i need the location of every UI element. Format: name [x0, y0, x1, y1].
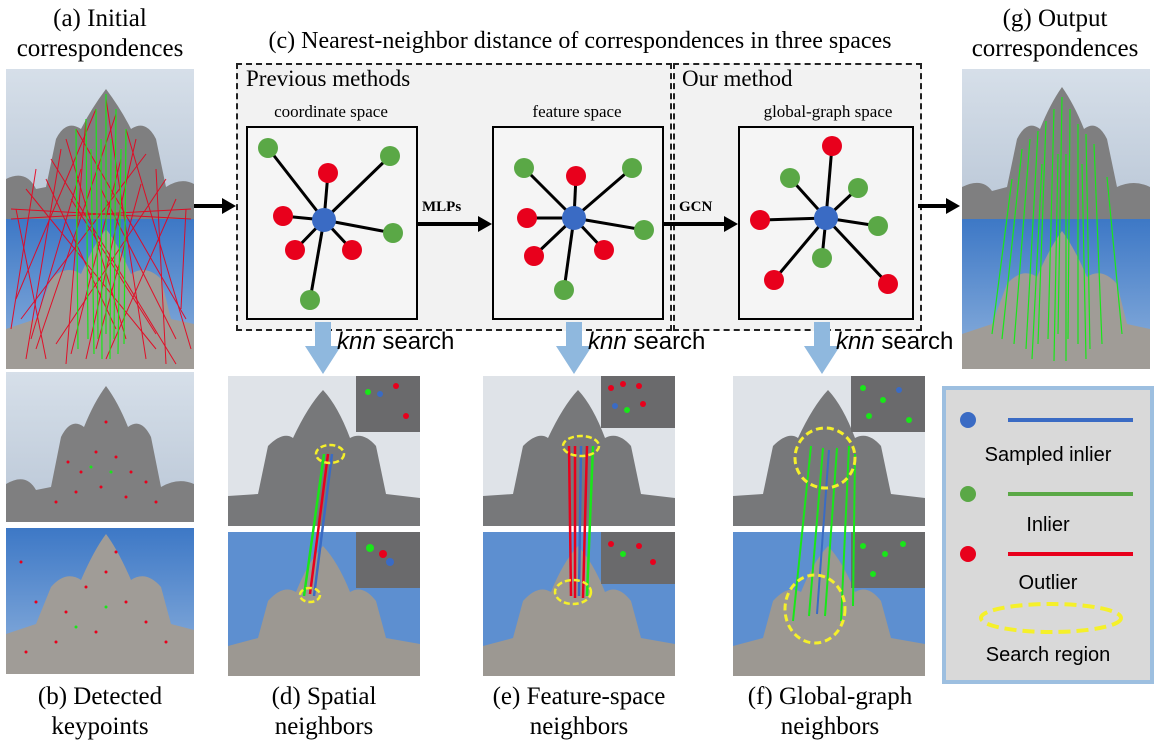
output-correspondences-image: [962, 69, 1150, 369]
caption-f-line1: (f) Global-graph: [747, 683, 913, 710]
search-region-marker: [979, 602, 1123, 634]
caption-a-line2: correspondences: [16, 35, 184, 62]
spatial-neighbors-image: [228, 376, 420, 676]
caption-d-line2: neighbors: [274, 713, 374, 740]
down-arrow-icon: [305, 322, 341, 374]
gcn-label: GCN: [679, 199, 713, 215]
arrow-right-icon: [416, 216, 492, 232]
down-arrow-icon: [556, 322, 592, 374]
global-graph-space-graph: [738, 126, 914, 320]
legend-inlier: Inlier: [1026, 514, 1070, 536]
feature-space-label: feature space: [532, 102, 622, 121]
feature-space-graph: [492, 126, 664, 320]
mlps-label: MLPs: [422, 199, 462, 215]
coordinate-space-label: coordinate space: [274, 102, 388, 121]
arrow-right-icon: [918, 198, 960, 214]
knn-search-label: knn search: [588, 328, 706, 355]
global-graph-space-label: global-graph space: [763, 102, 893, 121]
arrow-right-icon: [194, 198, 236, 214]
feature-space-neighbors-image: [483, 376, 675, 676]
caption-b-line2: keypoints: [51, 713, 149, 740]
caption-b-line1: (b) Detected: [37, 683, 163, 710]
previous-methods-title: Previous methods: [246, 66, 411, 91]
legend-outlier: Outlier: [1018, 572, 1078, 594]
sampled-inlier-marker: [960, 412, 1133, 428]
caption-a-line1: (a) Initial: [53, 5, 147, 32]
initial-correspondences-image: [6, 69, 194, 369]
inlier-marker: [960, 486, 1133, 502]
knn-search-label: knn search: [836, 328, 954, 355]
caption-e-line1: (e) Feature-space: [492, 683, 666, 710]
caption-e-line2: neighbors: [529, 713, 629, 740]
global-graph-neighbors-image: [733, 376, 925, 676]
coordinate-space-graph: [246, 126, 418, 320]
legend-sampled-inlier: Sampled inlier: [984, 444, 1112, 466]
outlier-marker: [960, 546, 1133, 562]
arrow-right-icon: [662, 216, 738, 232]
legend-search-region: Search region: [985, 644, 1111, 666]
down-arrow-icon: [804, 322, 840, 374]
caption-g-line1: (g) Output: [1002, 5, 1108, 32]
caption-g-line2: correspondences: [971, 35, 1139, 62]
knn-search-label: knn search: [337, 328, 455, 355]
center-title: (c) Nearest-neighbor distance of corresp…: [268, 28, 892, 54]
our-method-title: Our method: [682, 66, 793, 91]
caption-f-line2: neighbors: [780, 713, 880, 740]
detected-keypoints-image: [6, 372, 194, 674]
caption-d-line1: (d) Spatial: [271, 683, 377, 710]
legend-box: Sampled inlier Inlier Outlier Search reg…: [942, 386, 1154, 684]
